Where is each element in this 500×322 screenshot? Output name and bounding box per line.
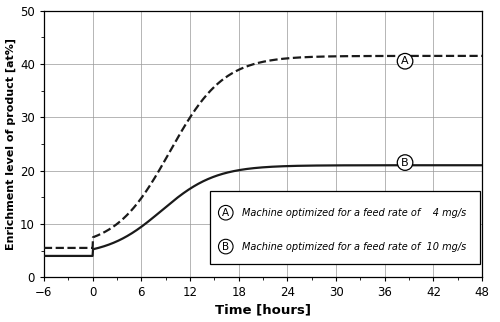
Text: Machine optimized for a feed rate of  10 mg/s: Machine optimized for a feed rate of 10 … — [242, 242, 466, 251]
Y-axis label: Enrichment level of product [at%]: Enrichment level of product [at%] — [6, 38, 16, 250]
X-axis label: Time [hours]: Time [hours] — [215, 303, 311, 317]
Text: A: A — [401, 56, 409, 66]
Text: A: A — [222, 208, 230, 218]
FancyBboxPatch shape — [210, 191, 480, 264]
Text: B: B — [222, 242, 230, 251]
Text: B: B — [401, 157, 409, 167]
Text: Machine optimized for a feed rate of    4 mg/s: Machine optimized for a feed rate of 4 m… — [242, 208, 466, 218]
